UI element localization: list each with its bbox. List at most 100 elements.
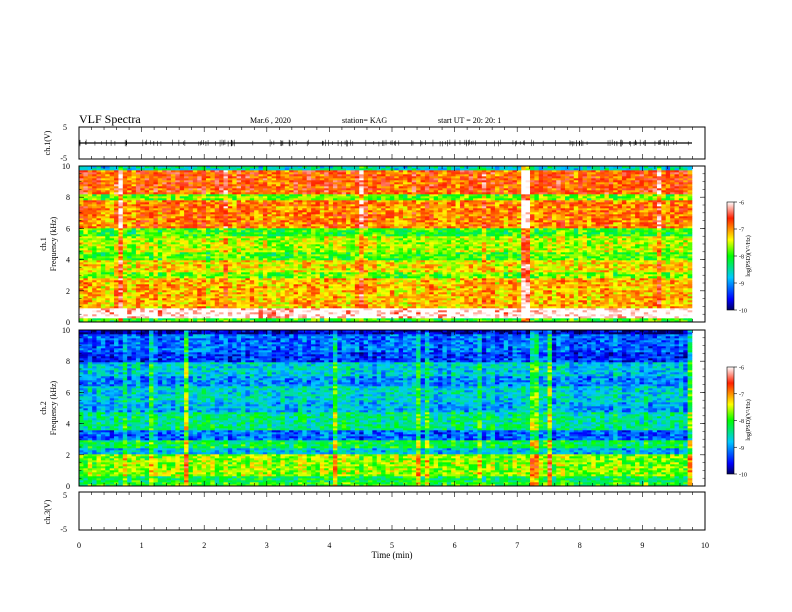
spectrogram-cell — [197, 256, 202, 258]
spectrogram-cell — [618, 314, 623, 316]
spectrogram-cell — [294, 318, 299, 320]
spectrogram-cell — [386, 300, 391, 302]
spectrogram-cell — [394, 310, 399, 312]
spectrogram-cell — [626, 310, 631, 312]
spectrogram-cell — [285, 282, 290, 284]
spectrogram-cell — [184, 284, 189, 286]
spectrogram-cell — [315, 298, 320, 300]
spectrogram-cell — [657, 292, 662, 294]
spectrogram-cell — [83, 294, 88, 296]
spectrogram-cell — [276, 264, 281, 266]
spectrogram-cell — [241, 260, 246, 262]
spectrogram-cell — [469, 286, 474, 288]
spectrogram-cell — [604, 310, 609, 312]
spectrogram-cell — [473, 258, 478, 260]
spectrogram-cell — [591, 284, 596, 286]
spectrogram-cell — [442, 308, 447, 310]
spectrogram-cell — [92, 292, 97, 294]
spectrogram-cell — [600, 266, 605, 268]
spectrogram-cell — [583, 314, 588, 316]
spectrogram-cell — [482, 282, 487, 284]
spectrogram-cell — [600, 286, 605, 288]
spectrogram-cell — [381, 268, 386, 270]
spectrogram-cell — [298, 276, 303, 278]
spectrogram-cell — [210, 316, 215, 318]
spectrogram-cell — [101, 258, 106, 260]
spectrogram-cell — [333, 266, 338, 268]
spectrogram-cell — [421, 288, 426, 290]
spectrogram-cell — [101, 272, 106, 274]
spectrogram-cell — [171, 302, 176, 304]
spectrogram-cell — [171, 306, 176, 308]
spectrogram-cell — [381, 276, 386, 278]
spectrogram-cell — [416, 286, 421, 288]
spectrogram-cell — [596, 282, 601, 284]
spectrogram-cell — [123, 276, 128, 278]
spectrogram-cell — [241, 292, 246, 294]
spectrogram-cell — [499, 268, 504, 270]
spectrogram-cell — [574, 260, 579, 262]
spectrogram-cell — [175, 312, 180, 314]
spectrogram-cell — [92, 286, 97, 288]
spectrogram-cell — [171, 264, 176, 266]
spectrogram-cell — [329, 276, 334, 278]
spectrogram-cell — [272, 318, 277, 320]
spectrogram-cell — [508, 314, 513, 316]
spectrogram-cell — [666, 264, 671, 266]
spectrogram-cell — [495, 286, 500, 288]
spectrogram-cell — [674, 296, 679, 298]
spectrogram-cell — [123, 316, 128, 318]
spectrogram-cell — [298, 298, 303, 300]
spectrogram-cell — [140, 284, 145, 286]
spectrogram-cell — [285, 290, 290, 292]
spectrogram-cell — [661, 274, 666, 276]
spectrogram-cell — [114, 310, 119, 312]
spectrogram-cell — [302, 274, 307, 276]
spectrogram-cell — [657, 286, 662, 288]
spectrogram-cell — [79, 316, 84, 318]
spectrogram-cell — [237, 316, 242, 318]
spectrogram-cell — [530, 306, 535, 308]
spectrogram-cell — [486, 284, 491, 286]
spectrogram-cell — [289, 304, 294, 306]
spectrogram-cell — [631, 310, 636, 312]
spectrogram-cell — [548, 282, 553, 284]
spectrogram-cell — [438, 258, 443, 260]
spectrogram-cell — [587, 314, 592, 316]
spectrogram-cell — [245, 312, 250, 314]
spectrogram-cell — [622, 286, 627, 288]
spectrogram-cell — [127, 256, 132, 258]
spectrogram-cell — [543, 284, 548, 286]
spectrogram-cell — [653, 272, 658, 274]
spectrogram-cell — [210, 258, 215, 260]
spectrogram-cell — [132, 266, 137, 268]
spectrogram-cell — [556, 280, 561, 282]
spectrogram-cell — [679, 308, 684, 310]
spectrogram-cell — [442, 312, 447, 314]
spectrogram-cell — [197, 300, 202, 302]
spectrogram-cell — [456, 266, 461, 268]
spectrogram-cell — [167, 292, 172, 294]
spectrogram-cell — [171, 298, 176, 300]
spectrogram-cell — [83, 314, 88, 316]
spectrogram-cell — [136, 302, 141, 304]
spectrogram-cell — [648, 256, 653, 258]
spectrogram-cell — [241, 302, 246, 304]
spectrogram-cell — [552, 288, 557, 290]
spectrogram-cell — [434, 298, 439, 300]
spectrogram-cell — [504, 280, 509, 282]
spectrogram-cell — [403, 294, 408, 296]
spectrogram-cell — [653, 316, 658, 318]
spectrogram-cell — [661, 316, 666, 318]
spectrogram-cell — [184, 308, 189, 310]
spectrogram-cell — [315, 272, 320, 274]
spectrogram-cell — [425, 294, 430, 296]
spectrogram-cell — [412, 262, 417, 264]
spectrogram-cell — [140, 294, 145, 296]
spectrogram-cell — [333, 310, 338, 312]
spectrogram-cell — [232, 292, 237, 294]
spectrogram-cell — [604, 296, 609, 298]
spectrogram-cell — [631, 286, 636, 288]
spectrogram-cell — [394, 316, 399, 318]
spectrogram-cell — [158, 286, 163, 288]
